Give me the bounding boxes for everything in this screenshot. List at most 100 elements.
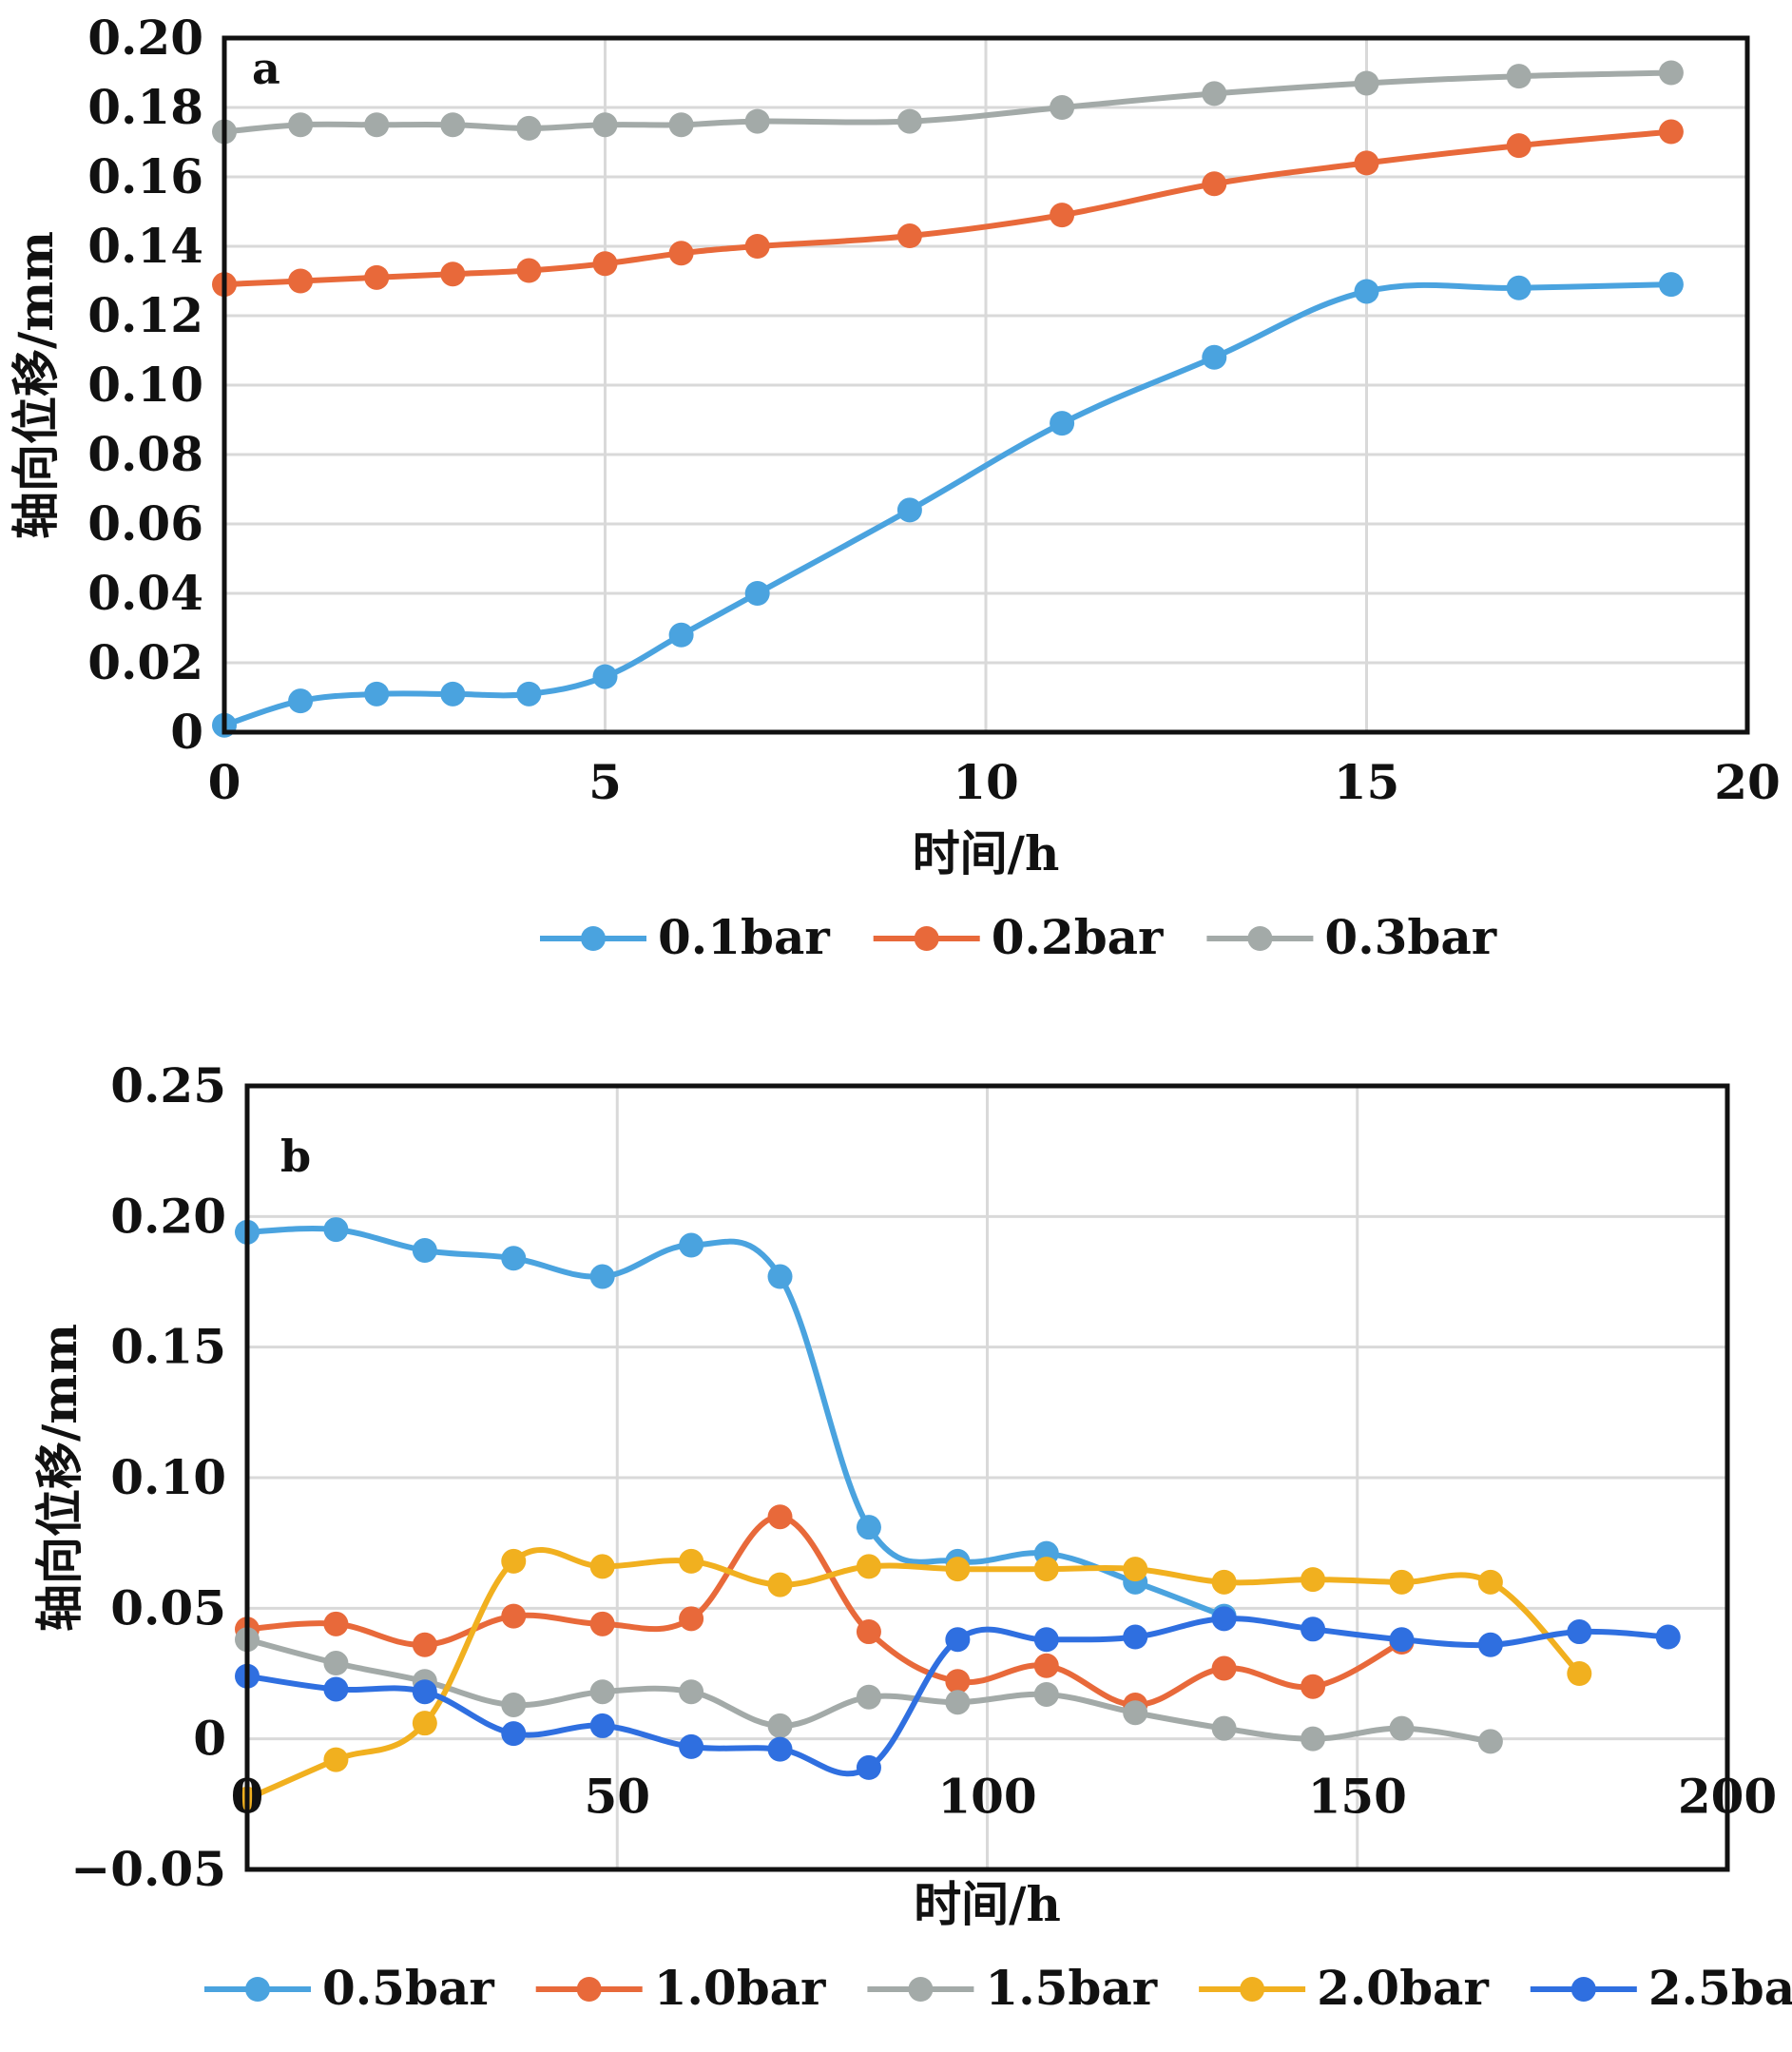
data-point-2.5bar [1567, 1619, 1592, 1645]
y-tick-label: 0.15 [110, 1319, 226, 1375]
y-tick-label: 0.14 [87, 218, 203, 274]
data-point-2.0bar [856, 1554, 881, 1579]
data-point-0.3bar [1506, 64, 1532, 89]
data-point-1.0bar [323, 1611, 349, 1636]
data-point-0.1bar [1202, 344, 1227, 370]
legend-marker-0.3bar [1247, 926, 1273, 951]
legend-label-1.0bar: 1.0bar [654, 1960, 826, 2016]
data-point-0.2bar [1202, 171, 1227, 197]
data-point-1.5bar [1301, 1726, 1326, 1752]
data-point-2.5bar [323, 1676, 349, 1702]
data-point-0.1bar [592, 664, 618, 689]
x-tick-label: 15 [1334, 754, 1400, 810]
y-tick-label: 0.10 [87, 357, 203, 413]
y-tick-label: 0.04 [87, 565, 203, 621]
data-point-0.5bar [679, 1232, 704, 1258]
data-point-2.0bar [1389, 1569, 1415, 1595]
data-point-2.5bar [1211, 1606, 1237, 1632]
data-point-2.5bar [945, 1627, 971, 1653]
y-axis-label: 轴向位移/mm [8, 231, 64, 539]
data-point-2.5bar [1301, 1616, 1326, 1642]
y-tick-label: 0 [193, 1711, 226, 1767]
series-line-1.0bar [246, 1514, 1403, 1709]
x-tick-label: 200 [1678, 1769, 1777, 1825]
data-point-0.3bar [1050, 95, 1075, 120]
legend-marker-1.0bar [576, 1977, 602, 2002]
x-axis-label: 时间/h [914, 1876, 1061, 1932]
data-point-0.1bar [364, 681, 390, 707]
data-point-0.1bar [440, 681, 466, 707]
data-point-0.1bar [288, 688, 314, 714]
data-point-2.5bar [1033, 1627, 1059, 1653]
data-point-0.3bar [592, 112, 618, 138]
data-point-0.1bar [668, 622, 694, 648]
data-point-0.3bar [1202, 81, 1227, 106]
y-tick-label: 0.10 [110, 1449, 226, 1505]
data-point-0.2bar [364, 264, 390, 290]
series-line-0.3bar [223, 69, 1671, 135]
data-point-1.0bar [1301, 1674, 1326, 1699]
legend-label-2.5bar: 2.5bar [1648, 1960, 1792, 2016]
data-point-0.2bar [896, 223, 922, 249]
data-point-1.5bar [1123, 1700, 1148, 1726]
data-point-0.1bar [744, 581, 770, 606]
legend-marker-1.5bar [908, 1977, 934, 2002]
x-tick-label: 0 [208, 754, 241, 810]
data-point-0.1bar [1658, 272, 1684, 298]
data-point-1.5bar [1033, 1681, 1059, 1707]
data-point-1.5bar [1389, 1715, 1415, 1741]
data-point-0.2bar [592, 251, 618, 277]
data-point-1.5bar [1211, 1715, 1237, 1741]
legend-marker-2.0bar [1240, 1977, 1265, 2002]
data-point-1.0bar [1033, 1653, 1059, 1678]
y-tick-label: 0.25 [110, 1057, 226, 1113]
data-point-0.3bar [440, 112, 466, 138]
legend-label-0.1bar: 0.1bar [658, 909, 830, 965]
data-point-0.2bar [744, 234, 770, 259]
y-tick-label: 0 [170, 704, 203, 760]
data-point-0.5bar [589, 1264, 615, 1289]
data-point-0.2bar [1506, 133, 1532, 159]
data-point-2.0bar [323, 1747, 349, 1772]
data-point-1.5bar [679, 1679, 704, 1705]
data-point-1.5bar [501, 1692, 527, 1717]
data-point-0.1bar [1506, 275, 1532, 300]
data-point-0.3bar [744, 108, 770, 134]
data-point-0.3bar [288, 112, 314, 138]
data-point-1.0bar [1211, 1655, 1237, 1681]
legend-label-1.5bar: 1.5bar [985, 1960, 1157, 2016]
data-point-0.1bar [1354, 279, 1379, 304]
x-tick-label: 50 [584, 1769, 650, 1825]
y-tick-label: 0.18 [87, 79, 203, 135]
data-point-1.5bar [589, 1679, 615, 1705]
data-point-1.0bar [412, 1632, 437, 1657]
data-point-0.1bar [1050, 411, 1075, 436]
legend-marker-0.5bar [245, 1977, 270, 2002]
data-point-1.5bar [767, 1713, 793, 1738]
data-point-0.2bar [1354, 150, 1379, 176]
data-point-1.0bar [856, 1619, 881, 1645]
data-point-2.0bar [679, 1548, 704, 1574]
legend-label-2.0bar: 2.0bar [1317, 1960, 1489, 2016]
data-point-0.5bar [767, 1264, 793, 1289]
y-tick-label: 0.08 [87, 426, 203, 482]
legend-label-0.3bar: 0.3bar [1324, 909, 1496, 965]
x-axis-label: 时间/h [913, 825, 1060, 881]
data-point-0.5bar [856, 1515, 881, 1540]
y-tick-label: 0.02 [87, 634, 203, 690]
x-tick-label: 150 [1308, 1769, 1407, 1825]
panel-label: a [252, 43, 280, 94]
data-point-1.5bar [945, 1690, 971, 1715]
data-point-0.3bar [668, 112, 694, 138]
data-point-1.0bar [589, 1611, 615, 1636]
y-tick-label: 0.06 [87, 495, 203, 552]
data-point-2.5bar [589, 1713, 615, 1738]
data-point-0.3bar [1354, 70, 1379, 96]
series-line-2.5bar [246, 1616, 1668, 1777]
y-tick-label: −0.05 [70, 1841, 226, 1897]
data-point-0.3bar [516, 115, 542, 141]
data-point-2.0bar [501, 1548, 527, 1574]
data-point-2.0bar [1123, 1557, 1148, 1582]
data-point-2.0bar [1567, 1661, 1592, 1686]
